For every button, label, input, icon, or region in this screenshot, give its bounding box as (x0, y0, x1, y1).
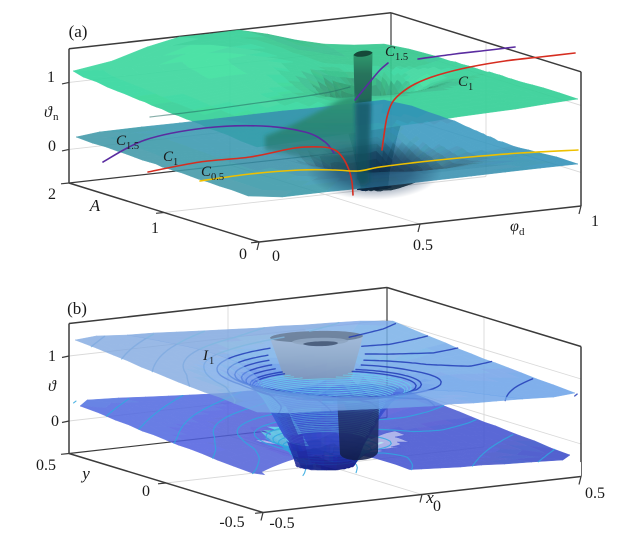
svg-text:d: d (519, 226, 525, 238)
svg-text:C: C (385, 44, 396, 60)
svg-text:1: 1 (209, 356, 214, 367)
svg-text:1: 1 (591, 213, 599, 230)
svg-text:x: x (425, 488, 434, 507)
svg-text:1: 1 (151, 220, 159, 237)
svg-text:1: 1 (468, 82, 473, 93)
svg-text:A: A (89, 196, 101, 215)
svg-text:2: 2 (48, 186, 56, 203)
svg-text:y: y (80, 464, 90, 483)
svg-text:0: 0 (48, 138, 56, 155)
svg-text:-0.5: -0.5 (269, 515, 294, 532)
svg-text:0: 0 (433, 498, 441, 515)
svg-text:1: 1 (47, 69, 55, 86)
svg-text:0.5: 0.5 (585, 485, 605, 502)
svg-text:1: 1 (173, 157, 178, 168)
svg-text:C: C (458, 74, 469, 90)
svg-text:ϑ: ϑ (44, 104, 53, 121)
svg-text:0: 0 (239, 246, 247, 263)
svg-text:0: 0 (51, 413, 59, 430)
svg-text:C: C (163, 149, 174, 165)
svg-text:φ: φ (510, 218, 519, 235)
svg-text:I: I (202, 348, 209, 364)
svg-text:-0.5: -0.5 (219, 514, 244, 531)
svg-text:0.5: 0.5 (36, 457, 56, 474)
svg-text:C: C (201, 164, 212, 180)
svg-text:0.5: 0.5 (211, 172, 224, 183)
svg-text:0: 0 (142, 483, 150, 500)
svg-text:(a): (a) (69, 22, 88, 41)
svg-text:C: C (116, 133, 127, 149)
svg-text:n: n (53, 111, 59, 123)
svg-text:0: 0 (272, 248, 280, 265)
svg-text:1: 1 (48, 348, 56, 365)
svg-text:0.5: 0.5 (413, 237, 433, 254)
svg-text:1.5: 1.5 (395, 52, 408, 63)
svg-text:(b): (b) (67, 299, 87, 318)
svg-text:1.5: 1.5 (126, 141, 139, 152)
svg-text:ϑ: ϑ (48, 378, 57, 395)
